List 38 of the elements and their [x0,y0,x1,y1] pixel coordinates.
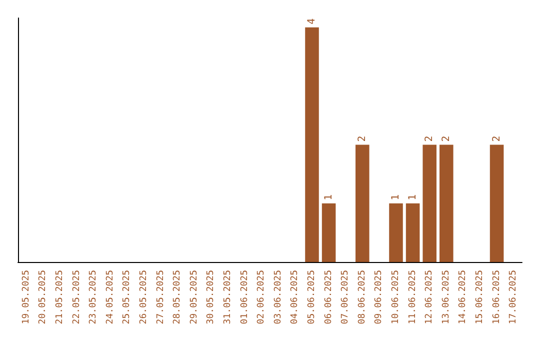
x-tick-label: 05.06.2025 [307,270,317,324]
x-tick-label: 22.05.2025 [72,270,82,324]
x-tick-label: 19.05.2025 [21,270,32,324]
x-tick-label: 30.05.2025 [206,270,216,324]
x-tick-label: 10.06.2025 [391,270,401,324]
x-tick-label: 29.05.2025 [189,270,200,324]
data-label: 4 [306,18,318,24]
x-tick-label: 13.06.2025 [441,270,452,324]
data-label: 1 [407,194,418,200]
x-tick-label: 31.05.2025 [223,270,233,324]
data-label: 1 [390,194,402,200]
x-tick-label: 27.05.2025 [156,270,166,324]
x-tick-label: 07.06.2025 [340,270,351,324]
x-tick-label: 26.05.2025 [139,270,149,324]
data-label: 2 [356,136,368,142]
x-tick-label: 28.05.2025 [172,270,183,324]
x-tick-label: 14.06.2025 [458,270,468,324]
x-tick-label: 02.06.2025 [256,270,267,324]
x-tick-label: 17.06.2025 [508,270,519,324]
x-tick-label: 20.05.2025 [38,270,48,324]
x-tick-label: 03.06.2025 [273,270,284,324]
data-label: 2 [491,136,502,142]
x-tick-label: 15.06.2025 [475,270,485,324]
x-tick-label: 08.06.2025 [357,270,368,324]
x-tick-label: 09.06.2025 [374,270,384,324]
data-label: 2 [440,136,452,142]
data-label: 1 [323,194,334,200]
x-tick-label: 24.05.2025 [105,270,116,324]
x-tick-label: 25.05.2025 [122,270,132,324]
data-label: 2 [424,136,436,142]
x-tick-label: 04.06.2025 [290,270,300,324]
x-tick-label: 01.06.2025 [240,270,250,324]
x-tick-label: 06.06.2025 [324,270,334,324]
x-tick-label: 12.06.2025 [424,270,435,324]
x-tick-label: 21.05.2025 [55,270,65,324]
x-tick-label: 11.06.2025 [408,270,418,324]
x-tick-label: 16.06.2025 [492,270,502,324]
x-tick-label: 23.05.2025 [88,270,99,324]
